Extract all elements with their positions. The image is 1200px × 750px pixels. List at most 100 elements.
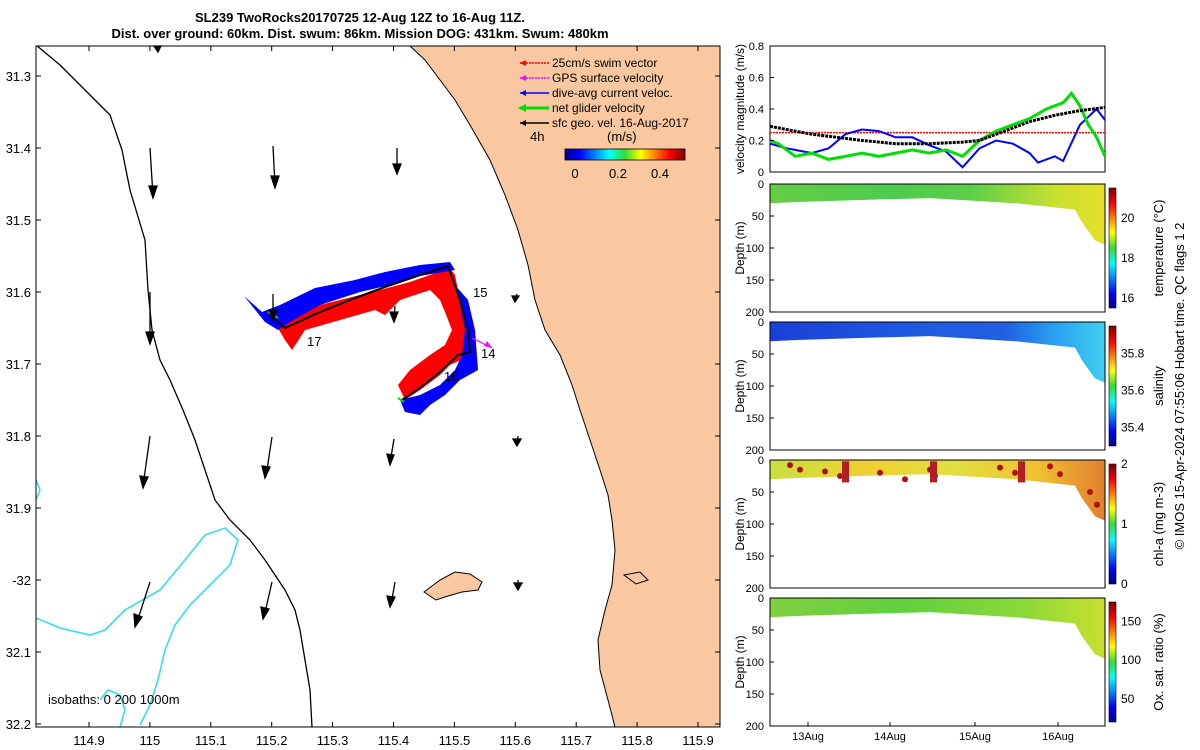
map-xtick-label: 115	[140, 733, 161, 748]
chl-high-point	[1057, 471, 1063, 478]
section-ytick-label: 200	[746, 445, 764, 457]
section-ytick-label: 0	[758, 455, 764, 467]
day-label-16: 16	[444, 369, 458, 384]
colorbar-tick-label: 35.8	[1121, 347, 1145, 361]
day-label-17: 17	[307, 334, 321, 349]
isobath-1000m-bottom	[99, 689, 126, 727]
colorbar-tick-label: 0	[1121, 577, 1128, 591]
chl-high-point	[1087, 489, 1093, 495]
colorbar-tick-label: 35.4	[1121, 421, 1145, 435]
land-mass	[409, 46, 720, 727]
map-xtick-label: 115.8	[621, 733, 653, 748]
section-panel-salinity: 0 50 100 150 200 Depth (m) 35.4 35.6 35.8 salinit…	[733, 317, 1166, 457]
section-ytick-label: 150	[746, 413, 764, 425]
section-colorbar	[1108, 187, 1117, 309]
map-xtick-label: 115.9	[682, 733, 714, 748]
chl-high-point	[1047, 463, 1053, 470]
map-xtick-label: 115.1	[195, 733, 227, 748]
map-xtick-label: 115.6	[500, 733, 532, 748]
velocity-series-line	[769, 105, 1106, 146]
section-ytick-label: 50	[752, 211, 764, 223]
chl-high-point	[837, 473, 843, 479]
section-ytick-label: 150	[746, 689, 764, 701]
velocity-series-line	[769, 90, 1107, 161]
day-label-14: 14	[481, 346, 495, 361]
legend-time-label: 4h	[530, 129, 544, 144]
section-ytick-label: 0	[758, 179, 764, 191]
section-xtick-label: 16Aug	[1042, 731, 1074, 743]
colorbar-label: Ox. sat. ratio (%)	[1151, 613, 1166, 711]
chl-high-point	[902, 476, 908, 483]
map-ytick-label: 31.8	[6, 429, 31, 444]
section-ytick-label: 100	[746, 243, 764, 255]
isobath-label: isobaths: 0 200 1000m	[48, 692, 180, 707]
chl-high-band	[842, 461, 849, 483]
island	[423, 571, 483, 601]
chl-high-band	[1018, 461, 1025, 483]
section-xtick-label: 14Aug	[874, 731, 906, 743]
velocity-ytick-label: 0	[758, 167, 764, 179]
section-ytick-label: 150	[746, 275, 764, 287]
map-ytick-label: 32.1	[6, 645, 31, 660]
colorbar-label: salinity	[1151, 366, 1166, 406]
map-panel: 14 15 16 17 114.9 115 115.1 115.2 115.3 115.4…	[6, 45, 721, 748]
day-label-15: 15	[473, 285, 487, 300]
velocity-y-axis: 0 0.2 0.4 0.6 0.8	[749, 41, 774, 179]
net-track-line	[269, 264, 472, 401]
colorbar-tick-label: 2	[1121, 457, 1128, 471]
section-ytick-label: 100	[746, 657, 764, 669]
section-ytick-label: 0	[758, 317, 764, 329]
section-ylabel: Depth (m)	[733, 359, 747, 412]
isobath-1000m-left	[36, 479, 41, 501]
velocity-ylabel: velocity magnitude (m/s)	[733, 44, 747, 174]
isobath-1000m	[36, 527, 239, 726]
section-panel-oxygen-saturation: 0 50 100 150 200 Depth (m) 50 100 150 Ox. sat. ra…	[733, 593, 1166, 743]
section-ytick-label: 150	[746, 551, 764, 563]
section-ytick-label: 200	[746, 307, 764, 319]
section-ytick-label: 100	[746, 519, 764, 531]
map-xtick-label: 114.9	[73, 733, 105, 748]
map-xtick-label: 115.2	[256, 733, 288, 748]
velocity-panel: 0 0.2 0.4 0.6 0.8 velocity magnitude (m/s)	[733, 41, 1107, 179]
chl-high-point	[822, 468, 828, 475]
map-ytick-label: -32	[12, 573, 31, 588]
colorbar-tick-label: 1	[1121, 517, 1128, 531]
section-xtick-label: 13Aug	[792, 731, 824, 743]
colorbar-label: chl-a (mg m-3)	[1151, 482, 1166, 567]
colorbar-tick-label: 50	[1121, 692, 1135, 706]
isobath-200m	[36, 46, 313, 727]
colorbar-unit-label: (m/s)	[607, 129, 637, 144]
map-y-axis: 31.3 31.4 31.5 31.6 31.7 31.8 31.9 -32 32.1 32.2	[6, 69, 720, 732]
map-ytick-label: 31.3	[6, 69, 31, 84]
section-ylabel: Depth (m)	[733, 635, 747, 688]
chl-high-point	[797, 466, 803, 473]
figure-title-line-1: SL239 TwoRocks20170725 12-Aug 12Z to 16-…	[195, 10, 525, 25]
chl-high-point	[997, 464, 1003, 471]
colorbar-tick-2: 0.4	[651, 166, 669, 181]
section-ytick-label: 50	[752, 487, 764, 499]
legend-net-velocity: net glider velocity	[552, 101, 645, 115]
map-xtick-label: 115.5	[439, 733, 471, 748]
section-ylabel: Depth (m)	[733, 221, 747, 274]
colorbar-tick-0: 0	[571, 166, 578, 181]
chl-high-point	[1094, 501, 1100, 508]
map-ytick-label: 31.5	[6, 213, 31, 228]
geo-velocity-arrows	[133, 45, 524, 629]
legend-gps-velocity: GPS surface velocity	[552, 71, 663, 85]
map-ytick-label: 32.2	[6, 717, 31, 732]
map-ytick-label: 31.9	[6, 501, 31, 516]
colorbar-tick-label: 18	[1121, 251, 1135, 265]
map-ytick-label: 31.7	[6, 357, 31, 372]
speed-colorbar	[564, 148, 686, 161]
velocity-ytick-label: 0.2	[749, 136, 764, 148]
section-colorbar	[1108, 325, 1117, 447]
chl-high-point	[877, 469, 883, 476]
map-xtick-label: 115.4	[378, 733, 410, 748]
colorbar-tick-label: 20	[1121, 211, 1135, 225]
section-xtick-label: 15Aug	[959, 731, 991, 743]
footer-note: © IMOS 15-Apr-2024 07:55:06 Hobart time.…	[1172, 223, 1187, 550]
colorbar-tick-label: 100	[1121, 653, 1141, 667]
section-ytick-label: 200	[746, 583, 764, 595]
